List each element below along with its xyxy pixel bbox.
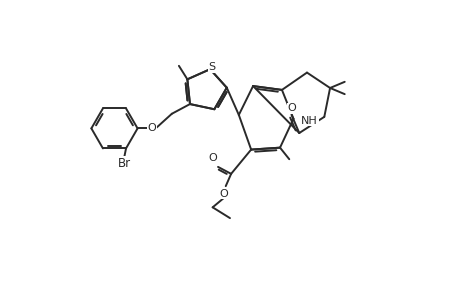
Text: O: O: [147, 123, 156, 134]
Text: Br: Br: [118, 157, 130, 169]
Text: S: S: [207, 62, 215, 72]
Text: O: O: [219, 189, 228, 199]
Text: NH: NH: [301, 116, 317, 126]
Text: O: O: [208, 153, 217, 164]
Text: O: O: [286, 103, 295, 113]
